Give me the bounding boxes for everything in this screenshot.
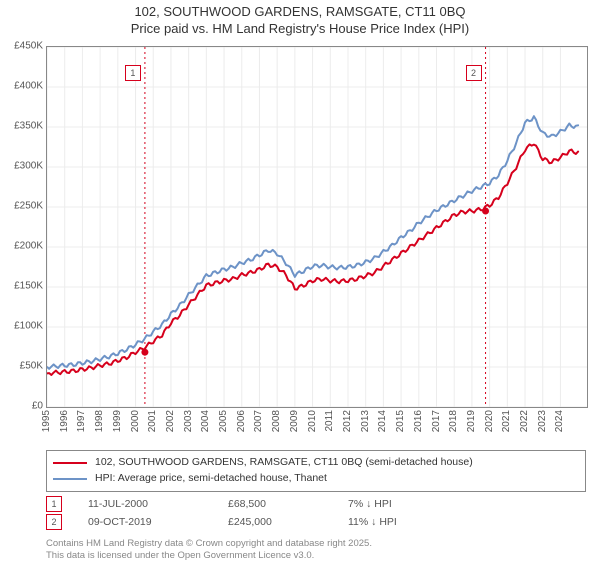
y-tick-label: £350K	[14, 121, 43, 132]
marker-price: £68,500	[228, 498, 348, 510]
y-tick-label: £300K	[14, 161, 43, 172]
x-tick-label: 2019	[466, 410, 477, 432]
chart-title: 102, SOUTHWOOD GARDENS, RAMSGATE, CT11 0…	[0, 4, 600, 38]
marker-change: 7% ↓ HPI	[348, 498, 586, 510]
title-line-1: 102, SOUTHWOOD GARDENS, RAMSGATE, CT11 0…	[134, 4, 465, 19]
legend-row: HPI: Average price, semi-detached house,…	[53, 471, 579, 487]
attribution-line-2: This data is licensed under the Open Gov…	[46, 550, 314, 561]
plot-marker-badge: 2	[466, 65, 482, 81]
x-tick-label: 2021	[501, 410, 512, 432]
legend: 102, SOUTHWOOD GARDENS, RAMSGATE, CT11 0…	[46, 450, 586, 492]
x-tick-label: 2002	[165, 410, 176, 432]
y-tick-label: £200K	[14, 241, 43, 252]
legend-row: 102, SOUTHWOOD GARDENS, RAMSGATE, CT11 0…	[53, 455, 579, 471]
x-tick-label: 2004	[200, 410, 211, 432]
legend-label: HPI: Average price, semi-detached house,…	[95, 471, 327, 487]
marker-badge: 1	[46, 496, 62, 512]
x-tick-label: 2008	[271, 410, 282, 432]
y-tick-label: £450K	[14, 41, 43, 52]
y-tick-label: £250K	[14, 201, 43, 212]
x-tick-label: 2016	[413, 410, 424, 432]
x-tick-label: 2009	[289, 410, 300, 432]
attribution-line-1: Contains HM Land Registry data © Crown c…	[46, 538, 372, 549]
x-tick-label: 2018	[448, 410, 459, 432]
x-tick-label: 2013	[360, 410, 371, 432]
x-tick-label: 2023	[537, 410, 548, 432]
plot-area: 12	[46, 46, 588, 408]
x-tick-label: 2024	[554, 410, 565, 432]
legend-label: 102, SOUTHWOOD GARDENS, RAMSGATE, CT11 0…	[95, 455, 473, 471]
x-tick-label: 2017	[431, 410, 442, 432]
x-tick-label: 1997	[76, 410, 87, 432]
plot-marker-badge: 1	[125, 65, 141, 81]
marker-badge: 2	[46, 514, 62, 530]
x-tick-label: 2006	[236, 410, 247, 432]
x-tick-label: 2003	[183, 410, 194, 432]
x-tick-label: 2001	[147, 410, 158, 432]
x-tick-label: 2015	[395, 410, 406, 432]
x-tick-label: 2014	[377, 410, 388, 432]
y-tick-label: £400K	[14, 81, 43, 92]
marker-price: £245,000	[228, 516, 348, 528]
chart-container: 102, SOUTHWOOD GARDENS, RAMSGATE, CT11 0…	[0, 0, 600, 560]
marker-date: 09-OCT-2019	[88, 516, 228, 528]
y-tick-label: £100K	[14, 321, 43, 332]
y-tick-label: £50K	[20, 361, 43, 372]
x-tick-label: 1999	[112, 410, 123, 432]
marker-row: 2 09-OCT-2019£245,00011% ↓ HPI	[46, 514, 586, 530]
x-tick-label: 2011	[324, 410, 335, 432]
x-tick-label: 2020	[484, 410, 495, 432]
title-line-2: Price paid vs. HM Land Registry's House …	[131, 21, 469, 36]
x-tick-label: 2022	[519, 410, 530, 432]
x-tick-label: 2012	[342, 410, 353, 432]
legend-swatch	[53, 462, 87, 464]
x-tick-label: 2005	[218, 410, 229, 432]
attribution: Contains HM Land Registry data © Crown c…	[46, 538, 586, 562]
y-tick-label: £150K	[14, 281, 43, 292]
x-tick-label: 1998	[94, 410, 105, 432]
x-tick-label: 2007	[253, 410, 264, 432]
marker-change: 11% ↓ HPI	[348, 516, 586, 528]
x-tick-label: 2010	[307, 410, 318, 432]
legend-swatch	[53, 478, 87, 480]
marker-date: 11-JUL-2000	[88, 498, 228, 510]
plot-svg	[47, 47, 587, 407]
marker-row: 1 11-JUL-2000£68,5007% ↓ HPI	[46, 496, 586, 512]
x-tick-label: 2000	[130, 410, 141, 432]
x-tick-label: 1996	[59, 410, 70, 432]
x-tick-label: 1995	[41, 410, 52, 432]
